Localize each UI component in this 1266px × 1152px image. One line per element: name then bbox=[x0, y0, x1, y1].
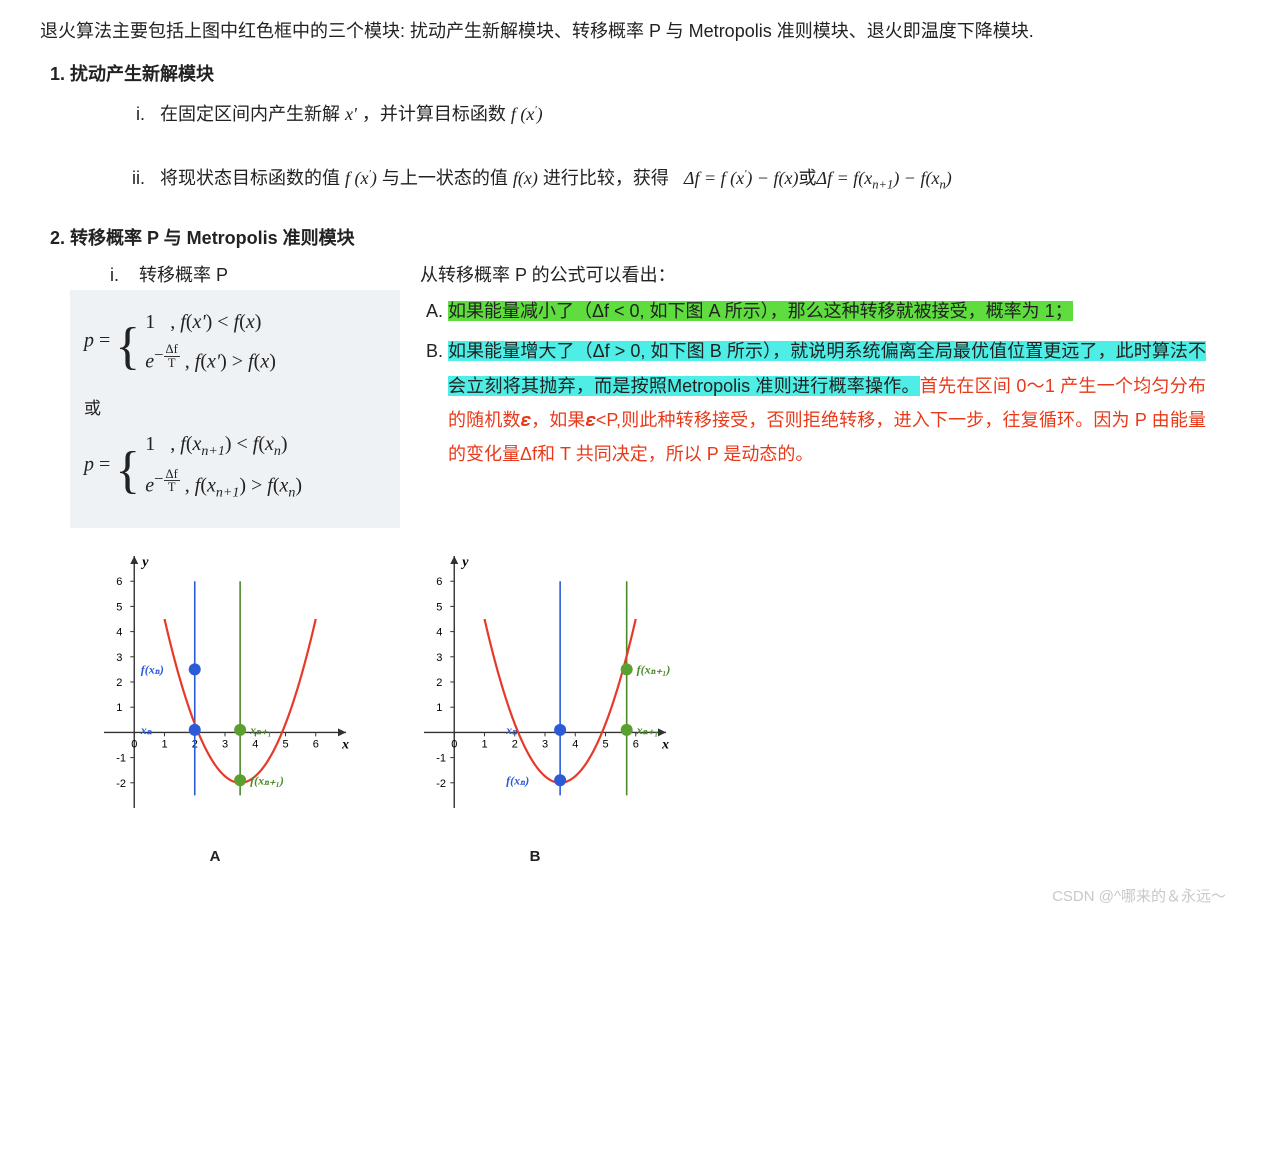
chart-B-label: B bbox=[390, 844, 680, 870]
svg-text:6: 6 bbox=[633, 738, 639, 750]
svg-text:3: 3 bbox=[116, 652, 122, 664]
svg-text:5: 5 bbox=[283, 738, 289, 750]
math: Δf = f(xn+1) − f(xn) bbox=[817, 168, 952, 188]
svg-text:4: 4 bbox=[252, 738, 258, 750]
svg-text:1: 1 bbox=[116, 702, 122, 714]
svg-text:-2: -2 bbox=[436, 778, 446, 790]
section-1-title: 扰动产生新解模块 bbox=[70, 64, 214, 84]
intro-text: 退火算法主要包括上图中红色框中的三个模块: 扰动产生新解模块、转移概率 P 与 … bbox=[40, 16, 1206, 47]
svg-text:6: 6 bbox=[313, 738, 319, 750]
math: f(x) bbox=[513, 168, 538, 188]
text: 在固定区间内产生新解 bbox=[160, 104, 345, 124]
svg-text:2: 2 bbox=[436, 677, 442, 689]
item-A: 如果能量减小了（Δf < 0, 如下图 A 所示），那么这种转移就被接受，概率为… bbox=[448, 294, 1206, 328]
svg-text:-1: -1 bbox=[436, 753, 446, 765]
svg-text:1: 1 bbox=[436, 702, 442, 714]
text: 进行比较，获得 bbox=[543, 168, 674, 188]
svg-text:f(xₙ): f(xₙ) bbox=[141, 662, 164, 676]
svg-text:x: x bbox=[341, 737, 349, 752]
svg-text:-2: -2 bbox=[116, 778, 126, 790]
chart-B-wrap: x y 0 1 2 3 4 5 6 -2 -1 1 2 3 4 5 6 f(xₙ) xₙ xₙ₊₁ f(xₙ₊₁) B bbox=[390, 542, 680, 870]
right-column: 从转移概率 P 的公式可以看出： 如果能量减小了（Δf < 0, 如下图 A 所… bbox=[420, 260, 1206, 478]
svg-text:0: 0 bbox=[451, 738, 457, 750]
svg-text:5: 5 bbox=[436, 601, 442, 613]
svg-text:xₙ₊₁: xₙ₊₁ bbox=[636, 723, 659, 737]
left-column: i. 转移概率 P p = { 1 , f(x') < f(x) e−ΔfT ,… bbox=[70, 260, 400, 528]
svg-text:xₙ: xₙ bbox=[140, 723, 152, 737]
or-text: 或 bbox=[84, 394, 386, 425]
chart-B: x y 0 1 2 3 4 5 6 -2 -1 1 2 3 4 5 6 f(xₙ) xₙ xₙ₊₁ f(xₙ₊₁) bbox=[390, 542, 680, 842]
text: 将现状态目标函数的值 bbox=[160, 168, 340, 188]
sec1-item-i: 在固定区间内产生新解 x' ，并计算目标函数 f (x') bbox=[150, 95, 1206, 135]
svg-text:2: 2 bbox=[512, 738, 518, 750]
svg-text:2: 2 bbox=[116, 677, 122, 689]
section-2-title: 转移概率 P 与 Metropolis 准则模块 bbox=[70, 228, 355, 248]
svg-text:5: 5 bbox=[116, 601, 122, 613]
svg-text:1: 1 bbox=[162, 738, 168, 750]
math: f (x') bbox=[511, 104, 543, 124]
svg-text:-1: -1 bbox=[116, 753, 126, 765]
math: x' bbox=[345, 104, 357, 124]
text: ，并计算目标函数 bbox=[362, 104, 506, 124]
svg-text:6: 6 bbox=[116, 576, 122, 588]
svg-text:xₙ: xₙ bbox=[505, 723, 517, 737]
section-2: 转移概率 P 与 Metropolis 准则模块 i. 转移概率 P p = {… bbox=[70, 223, 1206, 869]
svg-text:y: y bbox=[460, 555, 469, 570]
watermark: CSDN @^哪来的＆永远～ bbox=[1052, 884, 1226, 910]
svg-text:f(xₙ₊₁): f(xₙ₊₁) bbox=[250, 773, 284, 787]
svg-text:f(xₙ): f(xₙ) bbox=[506, 773, 529, 787]
green-highlight: 如果能量减小了（Δf < 0, 如下图 A 所示），那么这种转移就被接受，概率为… bbox=[448, 301, 1073, 321]
chart-A: xy0123456-2-1123456f(xₙ)xₙxₙ₊₁f(xₙ₊₁) bbox=[70, 542, 360, 842]
svg-text:4: 4 bbox=[436, 627, 442, 639]
svg-text:f(xₙ₊₁): f(xₙ₊₁) bbox=[637, 662, 671, 676]
svg-text:x: x bbox=[661, 737, 669, 752]
formula-box: p = { 1 , f(x') < f(x) e−ΔfT , f(x') > f… bbox=[70, 290, 400, 528]
sub-i-label: 转移概率 P bbox=[139, 265, 228, 285]
math: f (x') bbox=[345, 168, 377, 188]
charts-row: xy0123456-2-1123456f(xₙ)xₙxₙ₊₁f(xₙ₊₁) A … bbox=[70, 542, 1206, 870]
svg-text:4: 4 bbox=[572, 738, 578, 750]
svg-text:3: 3 bbox=[542, 738, 548, 750]
chart-A-wrap: xy0123456-2-1123456f(xₙ)xₙxₙ₊₁f(xₙ₊₁) A bbox=[70, 542, 360, 870]
svg-text:6: 6 bbox=[436, 576, 442, 588]
svg-text:4: 4 bbox=[116, 627, 122, 639]
right-intro: 从转移概率 P 的公式可以看出： bbox=[420, 260, 1206, 291]
item-B: 如果能量增大了（Δf > 0, 如下图 B 所示），就说明系统偏离全局最优值位置… bbox=[448, 334, 1206, 471]
math: Δf = f (x') − f(x) bbox=[684, 168, 799, 188]
svg-text:5: 5 bbox=[603, 738, 609, 750]
chart-A-label: A bbox=[70, 844, 360, 870]
svg-text:y: y bbox=[140, 555, 149, 570]
svg-text:1: 1 bbox=[482, 738, 488, 750]
svg-text:0: 0 bbox=[131, 738, 137, 750]
sec1-item-ii: 将现状态目标函数的值 f (x') 与上一状态的值 f(x) 进行比较，获得 Δ… bbox=[150, 159, 1206, 199]
section-1: 扰动产生新解模块 在固定区间内产生新解 x' ，并计算目标函数 f (x') 将… bbox=[70, 59, 1206, 199]
svg-text:xₙ₊₁: xₙ₊₁ bbox=[249, 723, 272, 737]
text: 与上一状态的值 bbox=[382, 168, 508, 188]
svg-text:3: 3 bbox=[436, 652, 442, 664]
svg-text:3: 3 bbox=[222, 738, 228, 750]
